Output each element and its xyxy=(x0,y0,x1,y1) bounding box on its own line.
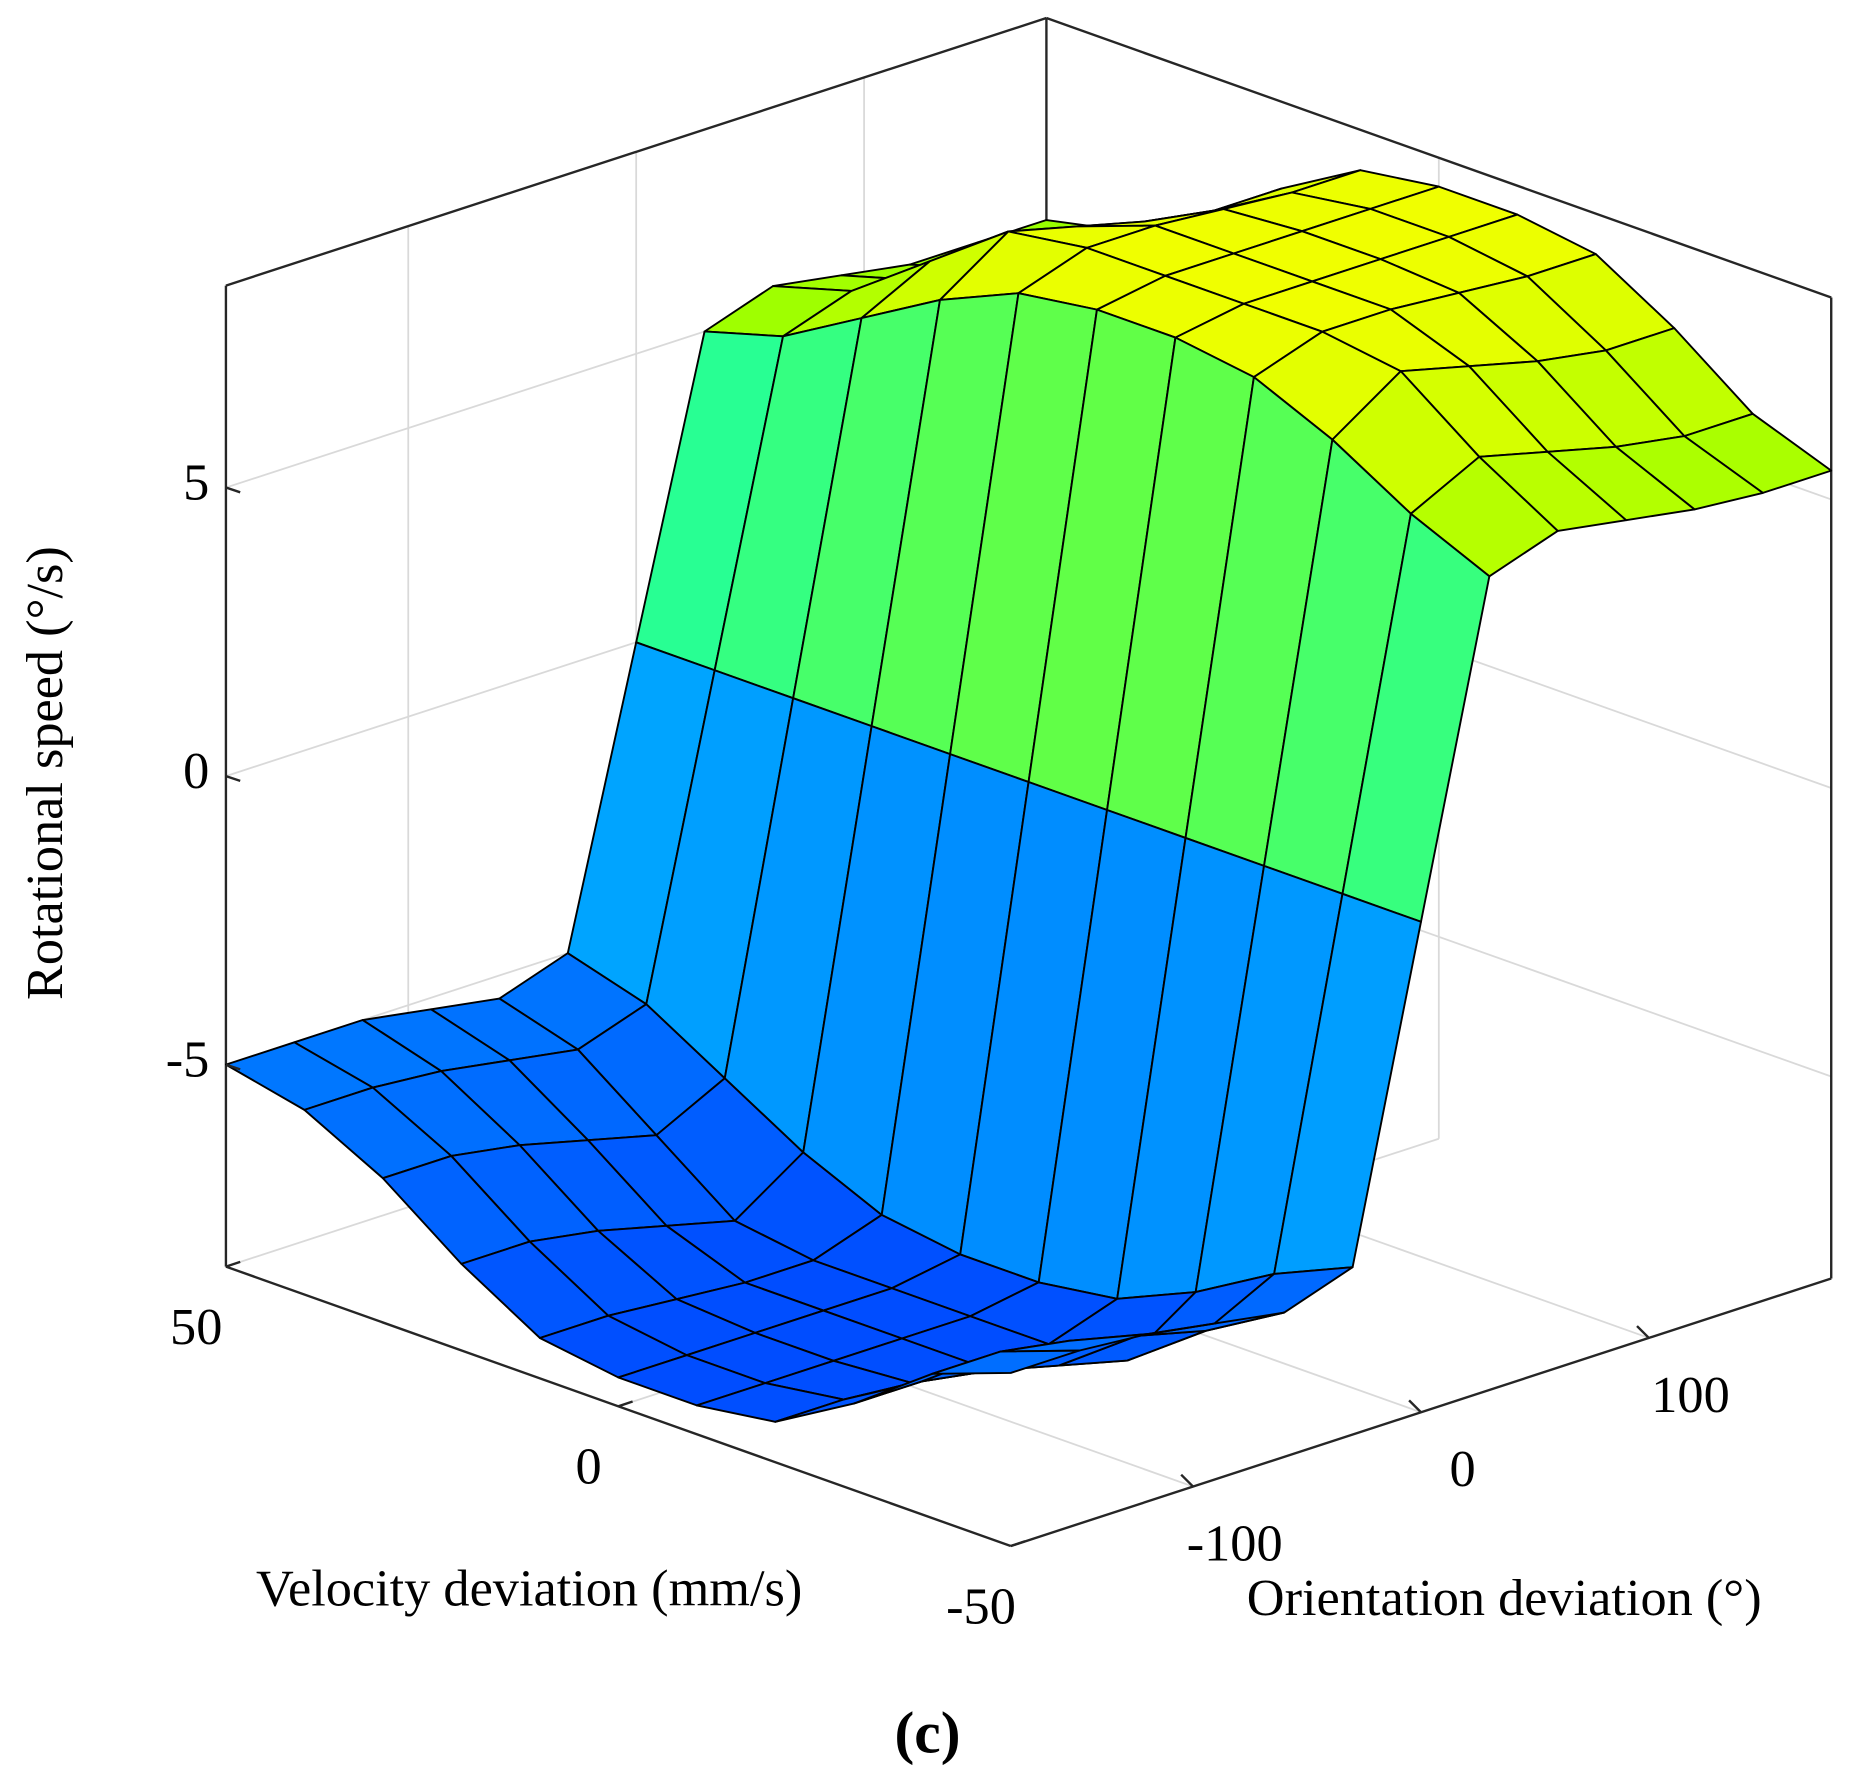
tick-mark xyxy=(225,486,241,494)
x-tick-label: -100 xyxy=(1187,1514,1283,1572)
tick-mark xyxy=(1636,1325,1650,1339)
tick-mark xyxy=(1010,1540,1026,1548)
y-tick-label: -50 xyxy=(946,1577,1016,1635)
tick-mark xyxy=(225,1063,241,1071)
axis-line xyxy=(225,16,1047,287)
z-tick-label: 5 xyxy=(183,454,209,512)
surface-patch xyxy=(931,1349,1081,1375)
x-axis-label: Orientation deviation (°) xyxy=(1247,1569,1762,1627)
tick-mark xyxy=(225,1260,241,1268)
panel-label: (c) xyxy=(895,1699,961,1765)
tick-mark xyxy=(1408,1399,1422,1414)
axis-line xyxy=(1046,16,1832,299)
z-tick-label: -5 xyxy=(166,1031,210,1089)
tick-mark xyxy=(617,1400,633,1408)
x-tick-label: 100 xyxy=(1651,1366,1729,1424)
y-tick-label: 0 xyxy=(576,1438,602,1496)
z-axis-label: Rotational speed (°/s) xyxy=(16,546,74,1000)
tick-mark xyxy=(225,774,241,782)
y-tick-label: 50 xyxy=(170,1298,222,1356)
y-axis-label: Velocity deviation (mm/s) xyxy=(256,1560,802,1618)
z-tick-label: 0 xyxy=(183,742,209,800)
tick-mark xyxy=(1180,1473,1194,1488)
x-tick-label: 0 xyxy=(1450,1440,1476,1498)
